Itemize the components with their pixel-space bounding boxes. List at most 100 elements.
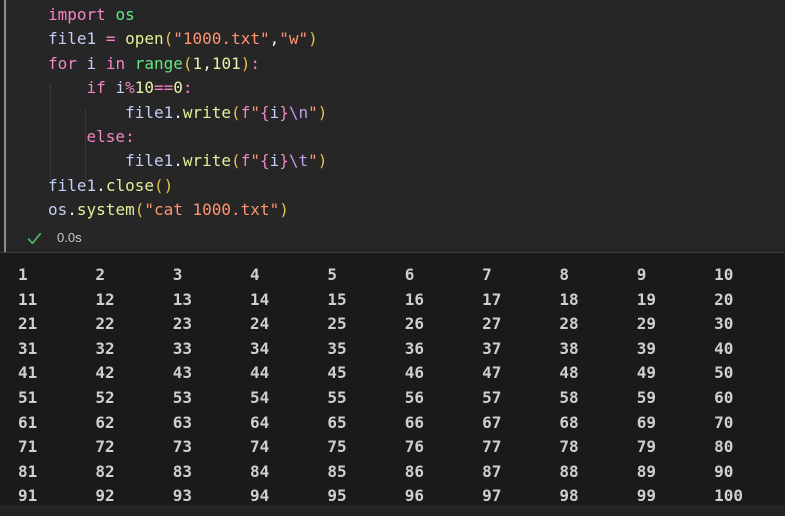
output-number: 77 — [482, 437, 502, 457]
output-number: 37 — [482, 338, 502, 358]
output-number: 83 — [172, 461, 192, 481]
code-token: , — [269, 29, 280, 49]
code-token: " — [250, 151, 260, 171]
output-number: 56 — [404, 387, 424, 407]
output-number: 53 — [172, 387, 192, 407]
output-number: 80 — [714, 437, 734, 457]
code-token: " — [308, 102, 318, 122]
code-token: 1 — [192, 53, 203, 73]
output-number: 66 — [404, 412, 424, 432]
code-line[interactable]: file1.write(f"{i}\t") — [48, 149, 327, 173]
code-token: . — [67, 200, 77, 220]
code-line[interactable]: else: — [48, 125, 327, 149]
output-number: 16 — [404, 289, 424, 309]
code-token: = — [105, 29, 116, 49]
output-number: 26 — [404, 314, 424, 334]
output-number: 42 — [95, 363, 115, 383]
output-number: 87 — [482, 461, 502, 481]
output-number: 67 — [482, 412, 502, 432]
output-number: 27 — [482, 314, 502, 334]
code-line[interactable]: file1.write(f"{i}\n") — [48, 101, 327, 125]
code-token: write — [182, 151, 232, 171]
code-token: else — [86, 126, 126, 146]
output-number: 54 — [250, 387, 270, 407]
code-token: "1000.txt" — [173, 29, 270, 49]
output-number: 18 — [559, 289, 579, 309]
success-check-icon — [27, 232, 42, 245]
code-token: ( — [134, 200, 145, 220]
code-token: . — [96, 175, 106, 195]
code-token: in — [105, 53, 126, 73]
code-token: file1 — [48, 175, 97, 195]
output-number: 35 — [327, 338, 347, 358]
code-token — [48, 127, 87, 146]
code-token: write — [182, 102, 232, 122]
output-number: 58 — [559, 387, 579, 407]
output-number: 19 — [636, 289, 657, 309]
code-line[interactable]: file1.close() — [48, 174, 327, 198]
output-number: 23 — [172, 314, 192, 334]
code-token: : — [250, 53, 261, 73]
output-number: 21 — [18, 314, 38, 334]
code-token: system — [76, 200, 135, 220]
code-token: i — [115, 78, 126, 98]
output-number: 48 — [559, 363, 579, 383]
output-number: 70 — [714, 412, 734, 432]
output-number: 39 — [636, 338, 657, 358]
output-number: 85 — [327, 461, 347, 481]
output-row: 21 22 23 24 25 26 27 28 29 30 — [18, 312, 785, 337]
code-line[interactable]: import os — [48, 3, 327, 27]
output-number: 68 — [559, 412, 579, 432]
code-token: 10 — [134, 78, 154, 98]
code-token: for — [48, 53, 77, 73]
output-number: 62 — [95, 412, 115, 432]
code-token: file1 — [48, 29, 97, 49]
code-token: " — [250, 102, 260, 122]
output-number: 33 — [172, 338, 192, 358]
code-token: os — [115, 5, 135, 24]
code-token: ( — [231, 151, 241, 171]
code-token — [48, 103, 125, 122]
code-token: i — [269, 151, 280, 171]
code-line[interactable]: os.system("cat 1000.txt") — [48, 198, 327, 222]
code-token: ) — [163, 175, 174, 195]
code-line[interactable]: file1 = open("1000.txt","w") — [48, 27, 327, 51]
output-number: 40 — [714, 338, 734, 358]
code-token — [48, 78, 87, 97]
code-token: } — [279, 102, 289, 122]
code-editor[interactable]: import os file1 = open("1000.txt","w") for… — [48, 3, 327, 223]
code-token — [106, 78, 116, 97]
output-number: 1 — [18, 265, 28, 284]
code-token: import — [48, 5, 106, 24]
code-token: : — [125, 126, 135, 146]
output-number: 81 — [18, 461, 38, 481]
code-token: file1 — [125, 151, 174, 171]
code-line[interactable]: for i in range(1,101): — [48, 52, 327, 76]
code-token: f — [240, 151, 251, 171]
code-line[interactable]: if i%10==0: — [48, 76, 327, 100]
code-token: range — [134, 53, 183, 73]
output-number: 15 — [327, 289, 347, 309]
output-number: 32 — [95, 338, 115, 358]
output-number: 47 — [482, 363, 502, 383]
output-number: 6 — [404, 265, 415, 284]
code-token: == — [153, 78, 174, 98]
code-token: open — [125, 29, 164, 49]
output-number: 69 — [636, 412, 657, 432]
output-number: 94 — [250, 486, 270, 506]
code-token — [96, 54, 106, 73]
output-row: 11 12 13 14 15 16 17 18 19 20 — [18, 288, 785, 313]
output-number: 52 — [95, 387, 115, 407]
output-row: 41 42 43 44 45 46 47 48 49 50 — [18, 361, 785, 386]
code-token: ) — [240, 53, 251, 73]
cell-gutter — [0, 0, 4, 252]
focused-cell-bar[interactable] — [4, 0, 6, 252]
code-token: ( — [163, 29, 174, 49]
output-number: 100 — [714, 486, 743, 506]
output-number: 93 — [172, 486, 192, 506]
output-number: 63 — [172, 412, 192, 432]
output-row: 71 72 73 74 75 76 77 78 79 80 — [18, 435, 785, 460]
output-number: 38 — [559, 338, 579, 358]
output-number: 34 — [250, 338, 270, 358]
execution-time: 0.0s — [57, 230, 82, 245]
